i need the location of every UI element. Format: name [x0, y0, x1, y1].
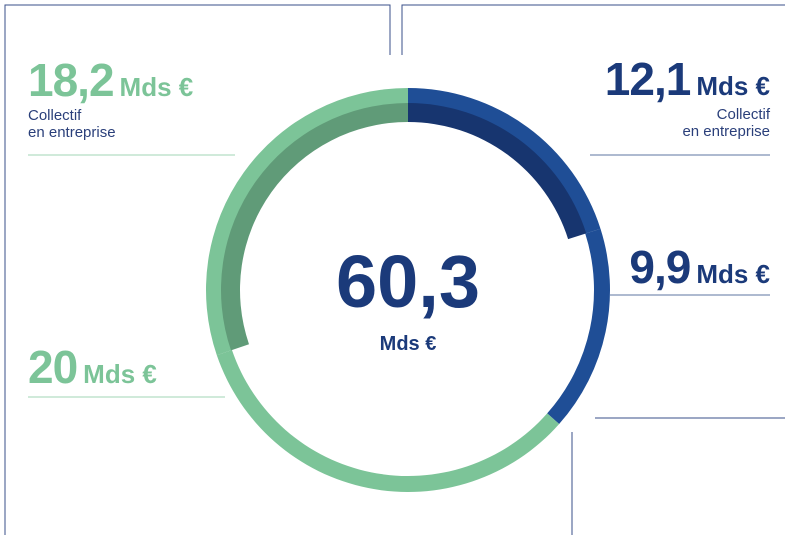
frame-bottom [571, 417, 785, 535]
sub-label: Collectif [28, 107, 82, 124]
ring-segment [216, 350, 560, 492]
frame [4, 4, 785, 535]
inner-band [408, 103, 587, 240]
value-label: 9,9 Mds € [629, 241, 770, 293]
value-unit: Mds € [83, 359, 157, 389]
value-unit: Mds € [696, 71, 770, 101]
value-number: 9,9 [629, 241, 690, 293]
ring-segment [547, 228, 610, 425]
value-label: 12,1 Mds € [605, 53, 770, 105]
sub-label: en entreprise [28, 124, 116, 141]
frame-left [4, 4, 391, 535]
inner-band [221, 103, 408, 351]
value-unit: Mds € [696, 259, 770, 289]
total-unit: Mds € [380, 333, 437, 355]
total-value: 60,3 [336, 240, 480, 323]
sub-label: Collectif [717, 106, 771, 123]
sub-label: en entreprise [682, 123, 770, 140]
value-unit: Mds € [120, 72, 194, 102]
value-number: 20 [28, 341, 77, 393]
value-number: 12,1 [605, 53, 691, 105]
value-label: 20 Mds € [28, 341, 157, 393]
frame-right [401, 4, 785, 55]
value-number: 18,2 [28, 54, 114, 106]
ring-segment [408, 88, 601, 234]
value-label: 18,2 Mds € [28, 54, 193, 106]
